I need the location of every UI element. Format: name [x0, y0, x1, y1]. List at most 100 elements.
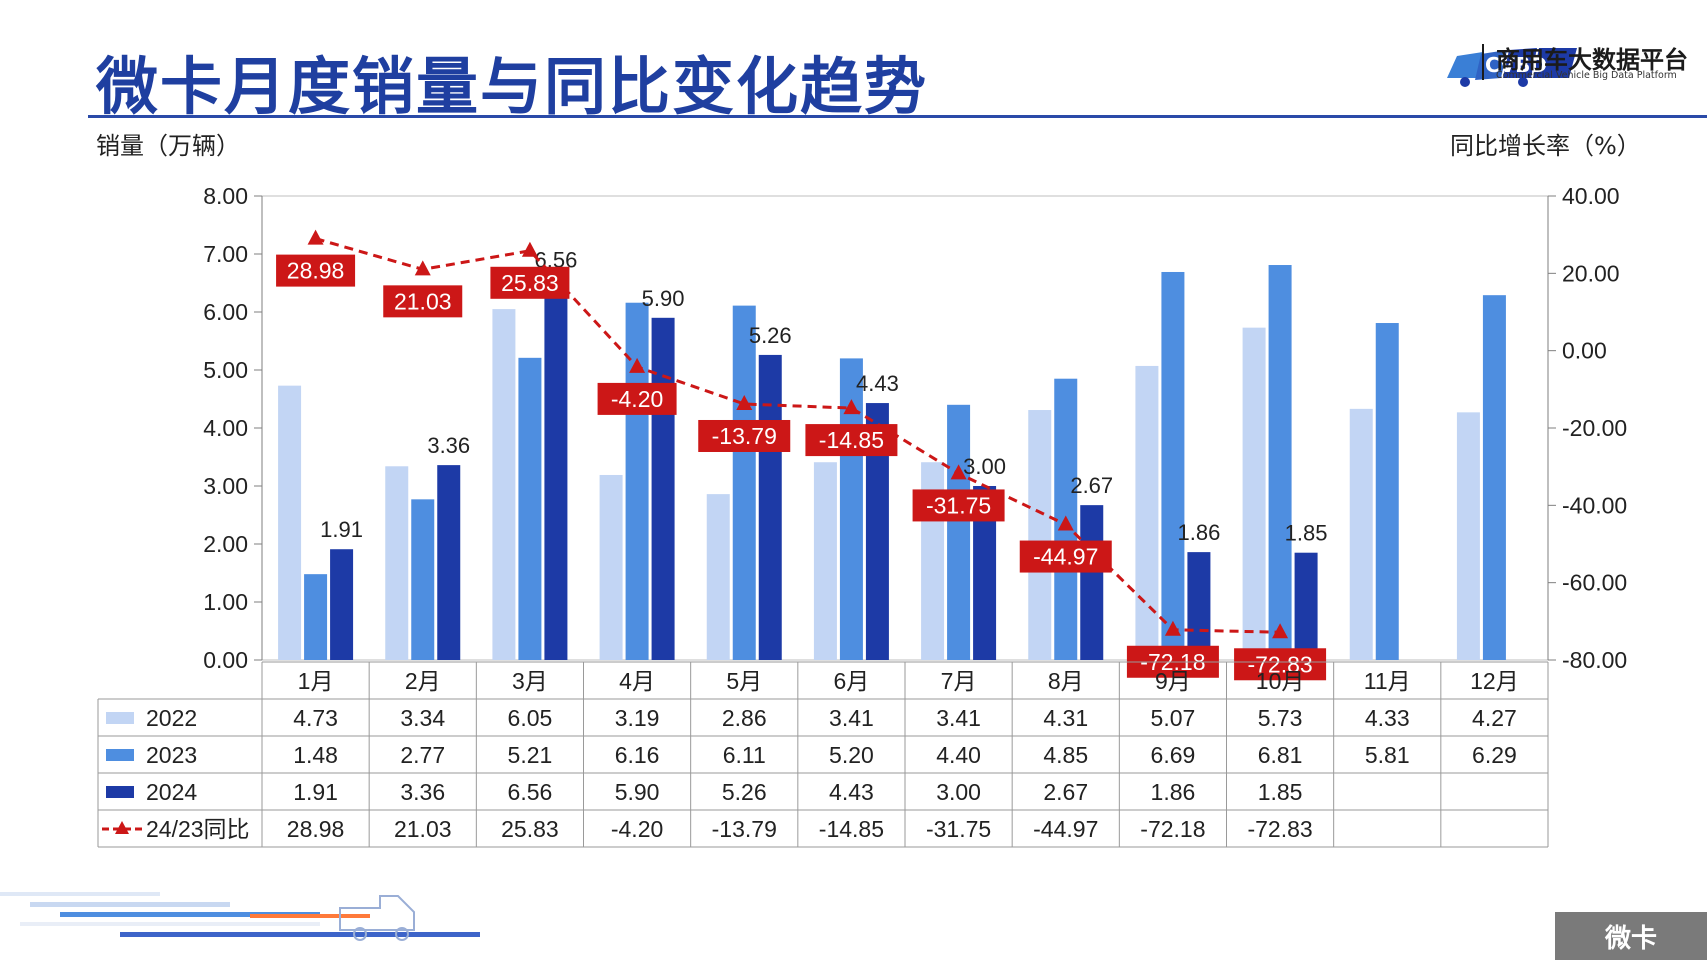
bar-2022-2月 — [385, 466, 409, 660]
table-cell: 4.40 — [936, 742, 981, 768]
legend-swatch — [106, 712, 134, 724]
yoy-data-label: -72.83 — [1247, 651, 1312, 677]
x-tick-label: 9月 — [1155, 668, 1191, 694]
table-cell: 6.11 — [723, 742, 766, 768]
bar-2024-6月 — [865, 403, 889, 660]
yoy-marker — [1164, 620, 1181, 636]
table-cell: 6.69 — [1151, 742, 1196, 768]
table-cell: 6.56 — [508, 779, 553, 805]
bar-2024-8月 — [1080, 505, 1104, 660]
bar-data-label: 3.00 — [963, 454, 1006, 479]
y2-tick-label: -80.00 — [1562, 647, 1627, 673]
table-cell: 5.20 — [829, 742, 874, 768]
table-cell: 4.43 — [829, 779, 874, 805]
y-tick-label: 0.00 — [203, 647, 248, 673]
table-cell: 5.90 — [615, 779, 660, 805]
table-cell: 4.73 — [293, 705, 338, 731]
x-tick-label: 6月 — [834, 668, 870, 694]
y2-tick-label: -60.00 — [1562, 570, 1627, 596]
bar-2023-10月 — [1268, 265, 1292, 660]
legend-swatch — [106, 786, 134, 798]
bar-2024-5月 — [758, 354, 782, 660]
yoy-marker — [1057, 515, 1074, 531]
page-title: 微卡月度销量与同比变化趋势 — [96, 50, 929, 123]
yoy-data-label: 25.83 — [501, 270, 559, 296]
table-cell: 2.67 — [1043, 779, 1088, 805]
bar-2022-10月 — [1242, 327, 1266, 660]
table-cell: 6.16 — [615, 742, 660, 768]
bar-data-label: 1.85 — [1285, 521, 1328, 546]
yoy-marker — [629, 357, 646, 373]
x-tick-label: 4月 — [619, 668, 655, 694]
yoy-marker — [307, 229, 324, 245]
bar-2022-8月 — [1028, 410, 1052, 660]
bar-data-label: 4.43 — [856, 371, 899, 396]
y-tick-label: 7.00 — [203, 241, 248, 267]
table-cell: 3.41 — [829, 705, 874, 731]
truck-decoration-icon — [0, 892, 480, 941]
table-cell: 4.27 — [1472, 705, 1517, 731]
table-cell: 4.31 — [1043, 705, 1088, 731]
yoy-marker — [521, 241, 538, 257]
bar-2024-10月 — [1294, 552, 1318, 660]
y2-tick-label: 40.00 — [1562, 183, 1620, 209]
table-cell: 3.41 — [936, 705, 981, 731]
table-cell: 1.86 — [1151, 779, 1196, 805]
table-cell: 2.86 — [722, 705, 767, 731]
yoy-label-box — [383, 285, 463, 318]
bar-2024-4月 — [651, 317, 675, 660]
table-cell: 3.00 — [936, 779, 981, 805]
y-tick-label: 2.00 — [203, 531, 248, 557]
x-tick-label: 10月 — [1256, 668, 1305, 694]
x-tick-label: 11月 — [1364, 668, 1411, 694]
x-tick-label: 12月 — [1470, 668, 1519, 694]
bar-data-label: 5.26 — [749, 323, 792, 348]
legend-marker — [115, 821, 129, 834]
y2-tick-label: -40.00 — [1562, 492, 1627, 518]
logo-divider — [1482, 44, 1484, 80]
bar-2023-12月 — [1482, 295, 1506, 660]
table-cell: 4.85 — [1043, 742, 1088, 768]
table-cell: 28.98 — [287, 816, 345, 842]
yoy-line — [315, 237, 1281, 634]
yoy-label-box — [597, 382, 677, 415]
bar-2022-1月 — [278, 385, 302, 660]
yoy-data-label: -31.75 — [926, 492, 991, 518]
y2-axis-title: 同比增长率（%） — [1450, 132, 1641, 160]
yoy-label-box — [805, 424, 898, 457]
bar-2022-11月 — [1349, 408, 1373, 660]
yoy-marker — [736, 394, 753, 410]
table-cell: -44.97 — [1033, 816, 1098, 842]
bar-2022-4月 — [599, 474, 623, 660]
yoy-marker — [950, 464, 967, 480]
yoy-data-label: -13.79 — [712, 423, 777, 449]
bar-2023-5月 — [732, 305, 756, 660]
x-tick-label: 2月 — [405, 668, 441, 694]
table-cell: 25.83 — [501, 816, 559, 842]
bar-2024-7月 — [973, 486, 997, 660]
table-cell: -72.83 — [1247, 816, 1312, 842]
legend-label: 2024 — [146, 779, 197, 805]
table-cell: 5.26 — [722, 779, 767, 805]
y-tick-label: 8.00 — [203, 183, 248, 209]
bar-data-label: 1.91 — [320, 517, 363, 542]
brand-name: 商用车大数据平台 — [1496, 46, 1688, 74]
table-cell: 21.03 — [394, 816, 452, 842]
yoy-marker — [843, 399, 860, 415]
legend-label: 2022 — [146, 705, 197, 731]
y2-tick-label: 0.00 — [1562, 338, 1607, 364]
bar-2024-1月 — [330, 549, 354, 660]
table-cell: -31.75 — [926, 816, 991, 842]
table-cell: -4.20 — [611, 816, 663, 842]
yoy-data-label: -14.85 — [819, 427, 884, 453]
table-cell: 4.33 — [1365, 705, 1410, 731]
table-cell: -14.85 — [819, 816, 884, 842]
yoy-data-label: -4.20 — [611, 386, 663, 412]
bar-2022-3月 — [492, 309, 516, 660]
x-tick-label: 5月 — [726, 668, 762, 694]
bar-2024-9月 — [1187, 552, 1211, 660]
bar-2023-1月 — [304, 574, 328, 660]
y2-tick-label: -20.00 — [1562, 415, 1627, 441]
sales-chart: 0.00 1.00 2.00 3.00 4.00 5.00 6.00 7.00 8.00 -80.… — [97, 183, 1627, 848]
title-divider — [88, 115, 1707, 118]
